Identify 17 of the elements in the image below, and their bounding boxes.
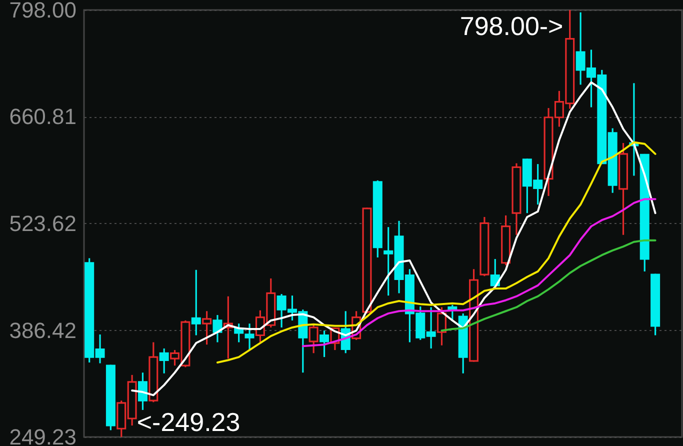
y-tick-label: 249.23 bbox=[9, 424, 76, 446]
y-tick-label: 660.81 bbox=[9, 104, 76, 130]
candlestick bbox=[191, 269, 201, 336]
candlestick bbox=[244, 322, 254, 351]
candlestick bbox=[202, 310, 212, 346]
candlestick bbox=[320, 330, 330, 358]
y-tick-label: 798.00 bbox=[9, 0, 76, 22]
annotation: 798.00-> bbox=[460, 11, 564, 41]
y-tick-label: 386.42 bbox=[9, 318, 76, 343]
annotation: <-249.23 bbox=[136, 407, 240, 437]
candlestick bbox=[138, 372, 148, 411]
y-tick-label: 523.62 bbox=[9, 210, 76, 236]
candlestick bbox=[212, 314, 222, 344]
line-series bbox=[216, 141, 656, 364]
candlestick bbox=[159, 348, 169, 374]
candlestick bbox=[308, 324, 318, 354]
candlestick bbox=[436, 306, 446, 346]
